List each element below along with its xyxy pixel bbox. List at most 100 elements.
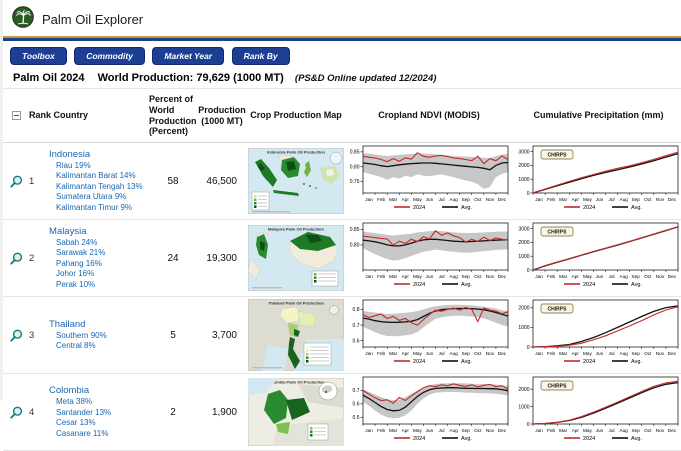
svg-text:Nov: Nov [655, 351, 664, 356]
svg-text:Jan: Jan [365, 274, 373, 279]
svg-text:Feb: Feb [547, 428, 555, 433]
collapse-all-icon[interactable] [3, 111, 29, 120]
svg-text:Nov: Nov [655, 197, 664, 202]
svg-text:Oct: Oct [644, 274, 652, 279]
svg-text:2024: 2024 [583, 205, 595, 211]
svg-text:Aug: Aug [449, 428, 458, 433]
crop-production-map-malaysia[interactable]: Malaysia Palm Oil Production [247, 225, 345, 291]
region-share-link[interactable]: Meta 38% [49, 397, 149, 408]
country-link-indonesia[interactable]: Indonesia [49, 149, 149, 160]
toolbar: Toolbox Commodity Market Year Rank By [3, 41, 681, 67]
col-percent: Percent of World Production (Percent) [149, 94, 197, 137]
svg-text:2024: 2024 [583, 282, 595, 288]
svg-text:Feb: Feb [547, 274, 555, 279]
svg-text:0: 0 [526, 422, 529, 428]
svg-text:Aug: Aug [449, 274, 458, 279]
svg-text:Jan: Jan [535, 274, 543, 279]
map-image-malaysia: Malaysia Palm Oil Production [248, 225, 344, 291]
svg-text:3000: 3000 [518, 150, 529, 156]
svg-text:Nov: Nov [486, 197, 495, 202]
svg-text:Feb: Feb [377, 428, 385, 433]
svg-text:Feb: Feb [547, 197, 555, 202]
country-link-colombia[interactable]: Colombia [49, 385, 149, 396]
market-year-button[interactable]: Market Year [152, 47, 224, 65]
svg-text:1000: 1000 [518, 405, 529, 411]
region-share-link[interactable]: Central 8% [49, 341, 149, 352]
svg-text:Dec: Dec [667, 197, 676, 202]
region-share-link[interactable]: Sarawak 21% [49, 248, 149, 259]
svg-text:CHIRPS: CHIRPS [547, 384, 567, 390]
svg-text:Jun: Jun [426, 274, 434, 279]
country-link-thailand[interactable]: Thailand [49, 319, 149, 330]
percent-world-production-value: 24 [149, 253, 197, 264]
crop-production-map-colombia[interactable]: Colombia Palm Oil Production [247, 378, 345, 446]
svg-text:Dec: Dec [667, 351, 676, 356]
country-link-malaysia[interactable]: Malaysia [49, 226, 149, 237]
svg-text:Feb: Feb [547, 351, 555, 356]
svg-text:Mar: Mar [389, 197, 398, 202]
col-cropland-ndvi: Cropland NDVI (MODIS) [345, 110, 513, 121]
region-share-link[interactable]: Sabah 24% [49, 238, 149, 249]
svg-text:Oct: Oct [644, 428, 652, 433]
crop-production-map-thailand[interactable]: Thailand Palm Oil Production [247, 299, 345, 371]
svg-text:Mar: Mar [389, 351, 398, 356]
svg-text:Dec: Dec [498, 428, 507, 433]
region-share-link[interactable]: Casanare 11% [49, 429, 149, 440]
percent-world-production-value: 2 [149, 407, 197, 418]
svg-text:Jul: Jul [608, 274, 614, 279]
svg-text:Jan: Jan [535, 428, 543, 433]
svg-text:0: 0 [526, 191, 529, 197]
region-share-link[interactable]: Kalimantan Tengah 13% [49, 182, 149, 193]
zoom-colombia-icon[interactable] [3, 406, 29, 419]
region-share-link[interactable]: Santander 13% [49, 408, 149, 419]
svg-text:0.7: 0.7 [353, 388, 360, 394]
region-share-link[interactable]: Kalimantan Timur 9% [49, 203, 149, 214]
zoom-malaysia-icon[interactable] [3, 252, 29, 265]
svg-text:0.8: 0.8 [353, 307, 360, 313]
svg-text:0.5: 0.5 [353, 415, 360, 421]
rank-value: 1 [29, 176, 49, 187]
commodity-button[interactable]: Commodity [74, 47, 145, 65]
region-share-link[interactable]: Cesar 13% [49, 418, 149, 429]
svg-text:Oct: Oct [644, 197, 652, 202]
zoom-indonesia-icon[interactable] [3, 175, 29, 188]
svg-text:Apr: Apr [571, 428, 579, 433]
svg-text:Jul: Jul [608, 428, 614, 433]
region-share-link[interactable]: Pahang 16% [49, 259, 149, 270]
zoom-thailand-icon[interactable] [3, 329, 29, 342]
svg-text:May: May [413, 274, 423, 279]
svg-text:Jul: Jul [439, 428, 445, 433]
svg-text:Jun: Jun [595, 197, 603, 202]
svg-text:Mar: Mar [559, 197, 568, 202]
svg-text:Apr: Apr [571, 197, 579, 202]
svg-text:Nov: Nov [486, 274, 495, 279]
svg-text:Mar: Mar [559, 428, 568, 433]
region-share-link[interactable]: Kalimantan Barat 14% [49, 171, 149, 182]
psd-update-note: (PS&D Online updated 12/2024) [295, 73, 436, 84]
toolbox-button[interactable]: Toolbox [10, 47, 67, 65]
region-share-link[interactable]: Perak 10% [49, 280, 149, 291]
map-image-indonesia: Indonesia Palm Oil Production [248, 148, 344, 214]
region-share-link[interactable]: Sumatera Utara 9% [49, 192, 149, 203]
region-share-link[interactable]: Southern 90% [49, 331, 149, 342]
rank-by-button[interactable]: Rank By [232, 47, 290, 65]
svg-text:Indonesia Palm Oil Production: Indonesia Palm Oil Production [267, 150, 326, 155]
svg-text:Nov: Nov [655, 428, 664, 433]
region-share-link[interactable]: Riau 19% [49, 161, 149, 172]
crop-production-map-indonesia[interactable]: Indonesia Palm Oil Production [247, 148, 345, 214]
svg-text:Jan: Jan [535, 197, 543, 202]
region-share-link[interactable]: Johor 16% [49, 269, 149, 280]
